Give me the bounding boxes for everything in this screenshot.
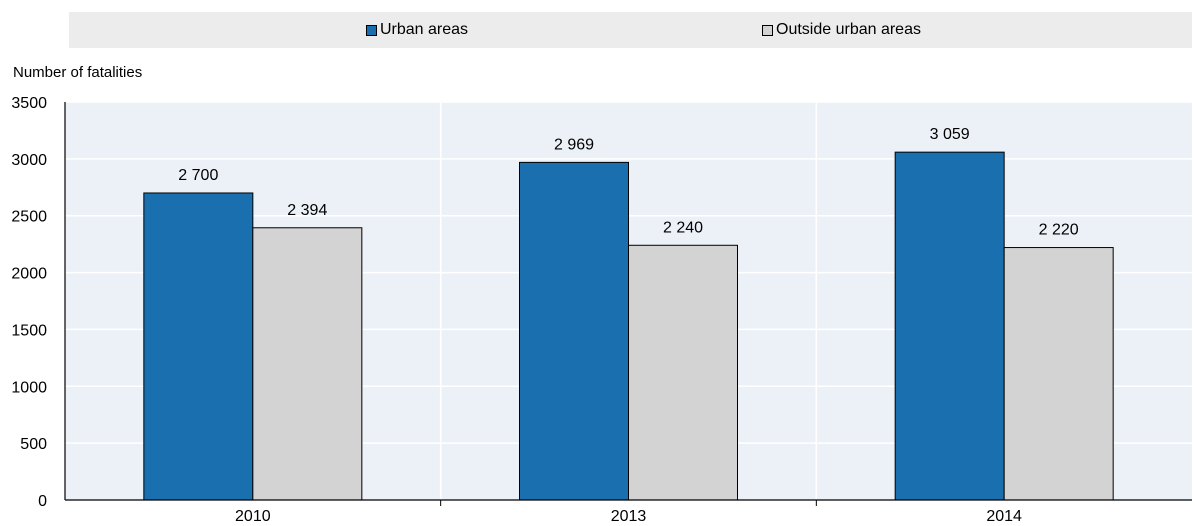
legend: Urban areas Outside urban areas	[69, 12, 1192, 48]
bar-1-2014	[1003, 247, 1114, 501]
bar-0-2010	[143, 192, 254, 501]
legend-item-urban: Urban areas	[366, 12, 468, 48]
data-label: 2 220	[1039, 222, 1079, 239]
y-tick-label: 1000	[11, 379, 47, 396]
y-tick-label: 2000	[11, 266, 47, 283]
legend-item-outside: Outside urban areas	[762, 12, 921, 48]
bar-1-2010	[252, 227, 363, 501]
data-label: 2 700	[178, 167, 218, 184]
y-axis-title: Number of fatalities	[13, 64, 143, 81]
data-label: 2 394	[287, 202, 327, 219]
x-tick-label: 2010	[235, 508, 271, 525]
y-tick-label: 3000	[11, 152, 47, 169]
y-tick-label: 1500	[11, 322, 47, 339]
y-tick-label: 2500	[11, 209, 47, 226]
legend-label-outside: Outside urban areas	[776, 21, 921, 38]
data-label: 2 240	[663, 219, 703, 236]
legend-swatch-urban	[366, 24, 377, 36]
y-tick-label: 3500	[11, 95, 47, 112]
bar-0-2014	[894, 151, 1005, 501]
legend-swatch-outside	[762, 24, 773, 36]
data-label: 3 059	[930, 126, 970, 143]
bar-1-2013	[628, 244, 738, 501]
x-tick-label: 2014	[986, 508, 1022, 525]
data-label: 2 969	[554, 136, 594, 153]
legend-label-urban: Urban areas	[380, 21, 469, 38]
y-tick-label: 500	[20, 436, 47, 453]
y-tick-label: 0	[38, 493, 47, 510]
x-tick-label: 2013	[611, 508, 647, 525]
bar-0-2013	[519, 161, 629, 501]
